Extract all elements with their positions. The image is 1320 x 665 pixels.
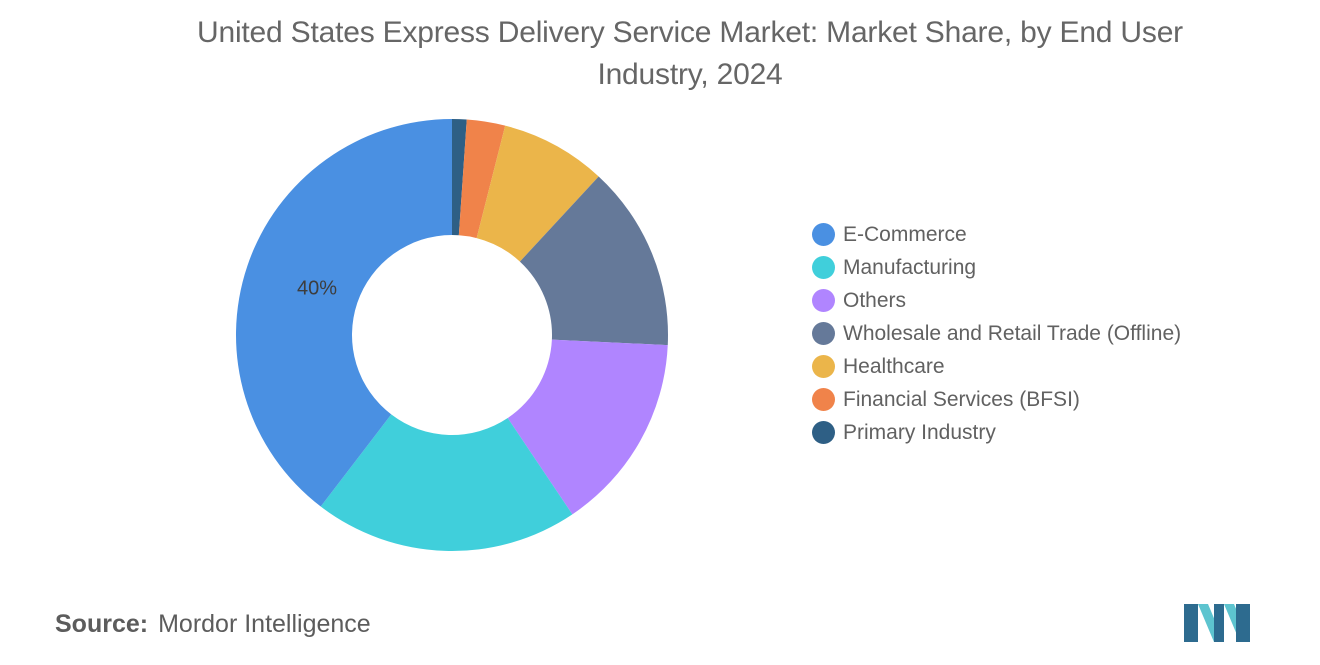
legend-item: E-Commerce <box>812 218 1181 251</box>
legend-item: Wholesale and Retail Trade (Offline) <box>812 317 1181 350</box>
logo-shape-mid <box>1214 604 1224 642</box>
data-labels: 40% <box>297 278 337 300</box>
slice-e-commerce <box>235 119 452 507</box>
legend-swatch <box>812 421 835 444</box>
legend-swatch <box>812 322 835 345</box>
legend-swatch <box>812 289 835 312</box>
legend-item: Healthcare <box>812 350 1181 383</box>
legend-swatch <box>812 223 835 246</box>
legend-label: Others <box>843 288 907 312</box>
slice-manufacturing <box>320 414 573 552</box>
logo-shape-right <box>1236 604 1250 642</box>
slice-financial-services-bfsi <box>458 119 506 239</box>
legend-label: Manufacturing <box>843 255 977 279</box>
legend-swatch <box>812 355 835 378</box>
legend-swatch <box>812 256 835 279</box>
legend-item: Others <box>812 284 1181 317</box>
logo-shape-left <box>1184 604 1198 642</box>
chart-title: United States Express Delivery Service M… <box>197 16 1183 91</box>
legend-label: Primary Industry <box>843 420 996 444</box>
chart-legend: E-Commerce Manufacturing Others Wholesale a… <box>812 218 1181 449</box>
legend-item: Manufacturing <box>812 251 1181 284</box>
legend-label: Wholesale and Retail Trade (Offline) <box>843 321 1182 345</box>
source-note: Source: Mordor Intelligence <box>55 610 371 639</box>
donut-slices <box>235 119 668 552</box>
mordor-intelligence-logo-icon <box>1184 604 1250 642</box>
slice-primary-industry <box>452 119 467 236</box>
data-label-e-commerce: 40% <box>297 278 337 300</box>
legend-item: Primary Industry <box>812 416 1181 449</box>
source-text: Mordor Intelligence <box>158 610 371 638</box>
source-label: Source: <box>55 610 149 638</box>
legend-item: Financial Services (BFSI) <box>812 383 1181 416</box>
legend-label: E-Commerce <box>843 222 967 246</box>
legend-label: Financial Services (BFSI) <box>843 387 1080 411</box>
slice-wholesale-and-retail-trade-offline <box>519 176 668 346</box>
legend-swatch <box>812 388 835 411</box>
slice-healthcare <box>476 125 599 262</box>
legend-label: Healthcare <box>843 354 945 378</box>
slice-others <box>507 339 668 515</box>
